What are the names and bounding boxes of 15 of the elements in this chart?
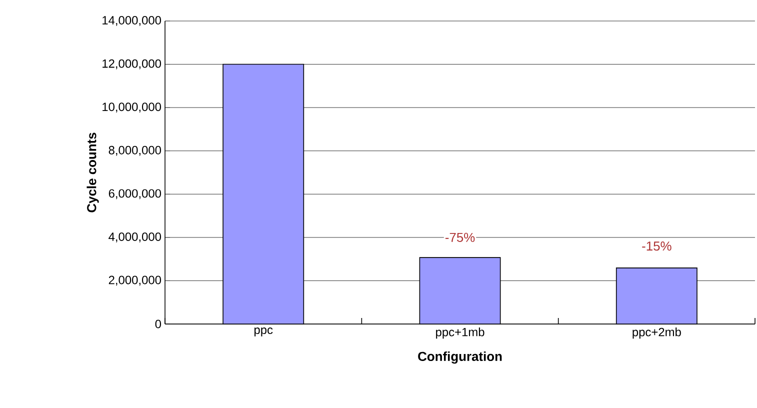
x-tick-label: ppc [254,328,273,336]
y-tick-label: 14,000,000 [102,16,162,26]
y-tick-label: 8,000,000 [108,146,162,156]
y-tick-label: 0 [155,320,162,328]
annotation: -75% [445,232,475,242]
x-tick-label: ppc+2mb [632,328,681,339]
y-axis-title: Cycle counts [86,132,99,212]
y-tick-label: 10,000,000 [102,102,162,113]
y-tick-label: 12,000,000 [102,59,162,70]
x-tick-label: ppc+1mb [436,328,484,339]
annotation: -15% [642,242,672,251]
y-tick-label: 4,000,000 [108,232,162,242]
y-tick-label: 6,000,000 [108,189,162,200]
x-axis-title: Configuration [418,352,502,364]
y-tick-label: 2,000,000 [108,276,162,286]
